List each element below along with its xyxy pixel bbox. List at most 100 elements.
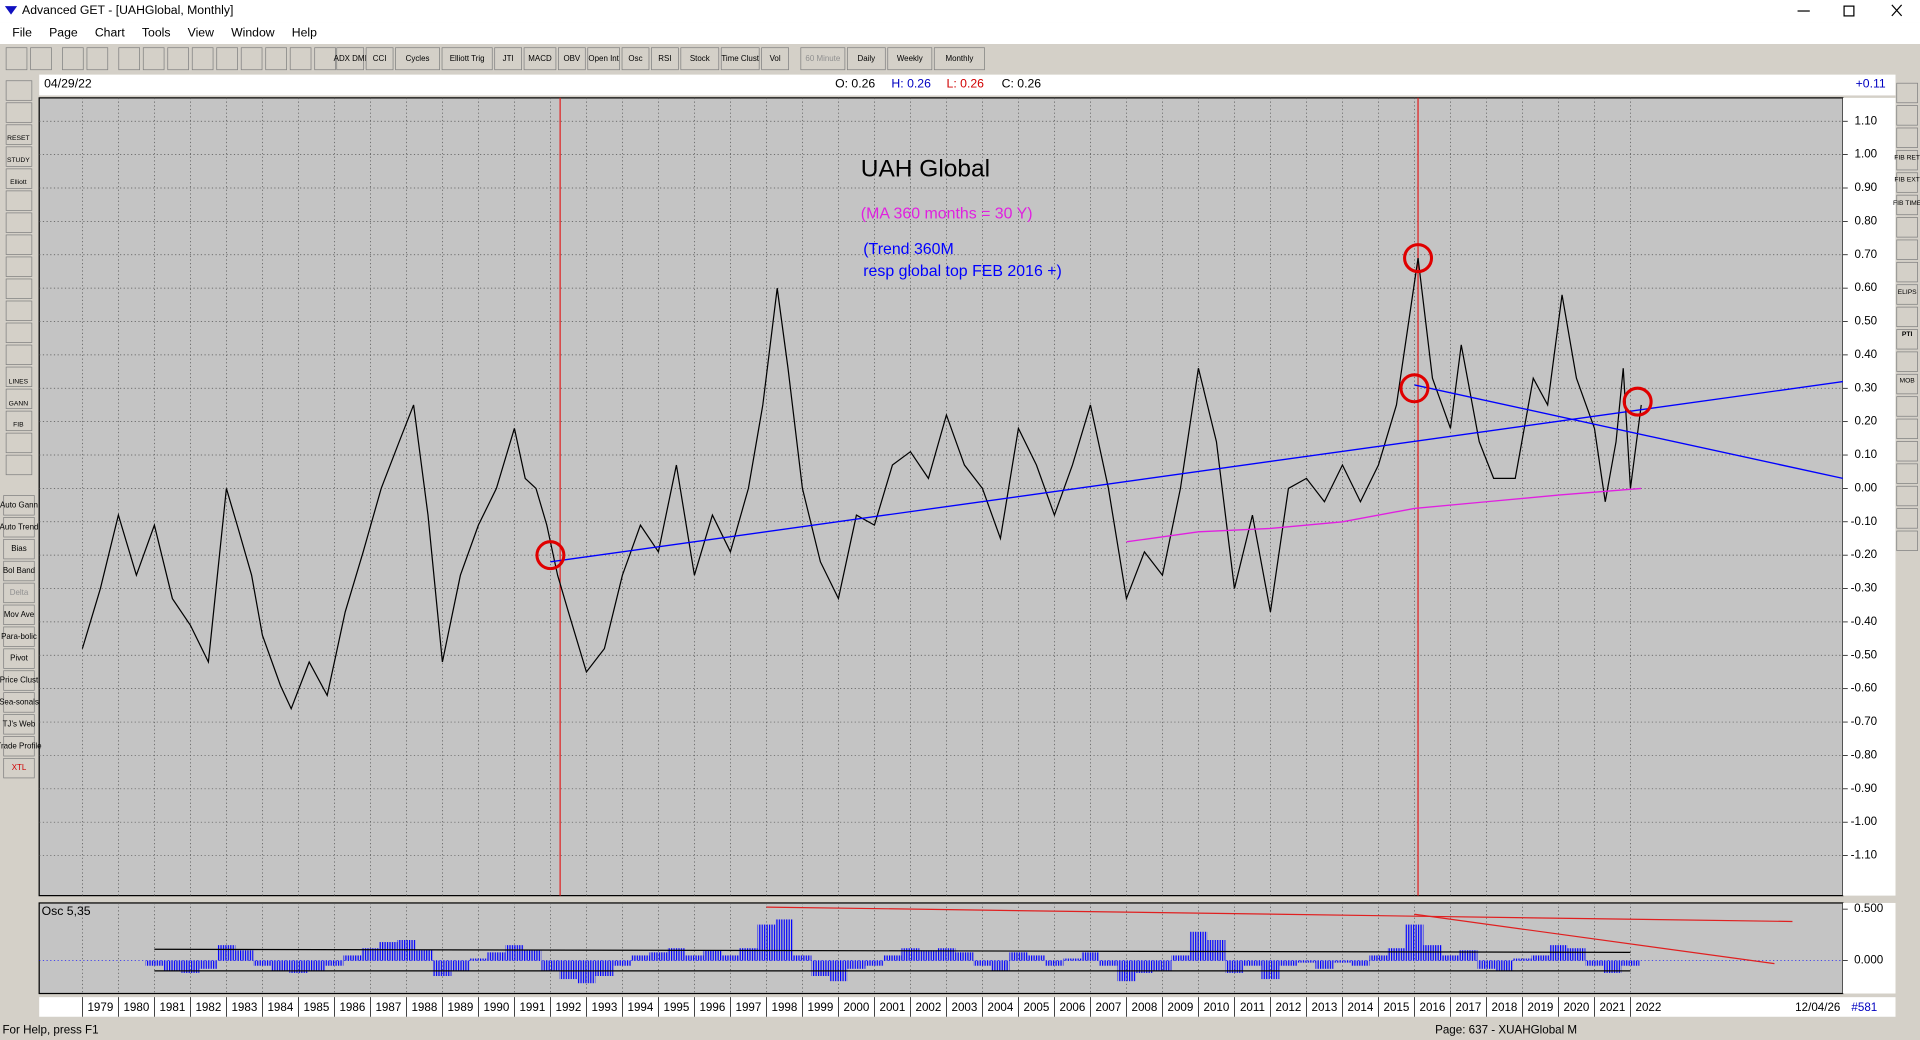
- right-tool-icon[interactable]: [1896, 239, 1918, 260]
- window-controls[interactable]: [1797, 4, 1903, 17]
- right-tool-icon[interactable]: [1896, 463, 1918, 484]
- osc-bar: [919, 950, 938, 961]
- y-tick-label: 0.40: [1855, 348, 1878, 361]
- tool-icon[interactable]: [5, 47, 28, 71]
- left-tool-label: Auto Trend: [0, 522, 38, 531]
- tool-icon[interactable]: [62, 47, 84, 71]
- right-tool-icon[interactable]: [1896, 508, 1918, 529]
- right-tool-icon[interactable]: [1896, 306, 1918, 328]
- toolbar-button[interactable]: [441, 47, 493, 71]
- toolbar-button[interactable]: [395, 47, 440, 71]
- left-tool-button[interactable]: [3, 604, 35, 625]
- right-tool-icon[interactable]: [1896, 127, 1918, 148]
- left-tool-button[interactable]: [3, 648, 35, 669]
- right-tool-icon[interactable]: [1896, 396, 1918, 417]
- toolbar-button[interactable]: [651, 47, 679, 71]
- toolbar-button[interactable]: [846, 47, 886, 71]
- toolbar-button[interactable]: [558, 47, 586, 71]
- toolbar-label: Elliott Trig: [450, 54, 485, 63]
- toolbar-button[interactable]: [494, 47, 522, 71]
- left-tool-button[interactable]: [3, 626, 35, 647]
- x-tick-label: 2003: [952, 1001, 978, 1014]
- ohlc-high: H: 0.26: [891, 77, 931, 91]
- menu-item[interactable]: File: [12, 25, 32, 39]
- osc-bar: [1423, 945, 1442, 961]
- right-tool-icon[interactable]: [1896, 351, 1918, 372]
- tool-icon[interactable]: [142, 47, 165, 71]
- right-tool-icon[interactable]: [1896, 105, 1918, 126]
- left-tool-icon[interactable]: [5, 190, 33, 211]
- left-tool-icon[interactable]: [5, 278, 33, 299]
- toolbar-button[interactable]: [336, 47, 365, 71]
- toolbar-button[interactable]: [680, 47, 720, 71]
- toolbar-button[interactable]: [933, 47, 985, 71]
- left-tool-button[interactable]: [3, 757, 35, 779]
- left-tool-button[interactable]: [3, 714, 35, 735]
- left-tool-button[interactable]: [3, 692, 35, 713]
- menu-item[interactable]: Page: [49, 25, 78, 39]
- menu-item[interactable]: Chart: [95, 25, 126, 39]
- menu-item[interactable]: Help: [292, 25, 317, 39]
- right-tool-icon[interactable]: [1896, 441, 1918, 462]
- left-tool-icon[interactable]: [5, 168, 33, 189]
- tool-icon[interactable]: [240, 47, 263, 71]
- right-tool-icon[interactable]: [1896, 82, 1918, 104]
- right-tool-icon[interactable]: [1896, 194, 1918, 216]
- left-tool-icon[interactable]: [5, 124, 33, 145]
- left-tool-icon[interactable]: [5, 102, 33, 123]
- osc-bar: [1063, 958, 1082, 961]
- toolbar-button[interactable]: [800, 47, 846, 71]
- right-tool-icon[interactable]: [1896, 530, 1918, 551]
- right-tool-icon[interactable]: [1896, 261, 1918, 283]
- right-tool-icon[interactable]: [1896, 284, 1918, 305]
- menu-bar: [0, 22, 1920, 45]
- left-tool-icon[interactable]: [5, 212, 33, 233]
- right-tool-icon[interactable]: [1896, 329, 1918, 350]
- tool-icon[interactable]: [86, 47, 109, 71]
- toolbar-button[interactable]: [365, 47, 394, 71]
- osc-bar: [1549, 945, 1568, 961]
- right-tool-icon[interactable]: [1896, 172, 1918, 193]
- left-tool-icon[interactable]: [5, 388, 33, 410]
- toolbar-button[interactable]: [587, 47, 620, 71]
- toolbar-button[interactable]: [761, 47, 789, 71]
- left-tool-icon[interactable]: [5, 300, 33, 321]
- tool-icon[interactable]: [118, 47, 140, 71]
- left-tool-button[interactable]: [3, 670, 35, 691]
- left-tool-button[interactable]: [3, 538, 35, 560]
- toolbar-button[interactable]: [720, 47, 760, 71]
- right-tool-icon[interactable]: [1896, 418, 1918, 440]
- menu-item[interactable]: View: [188, 25, 214, 39]
- menu-item[interactable]: Tools: [142, 25, 171, 39]
- left-tool-button[interactable]: [3, 736, 35, 757]
- right-tool-icon[interactable]: [1896, 150, 1918, 171]
- tool-icon[interactable]: [265, 47, 287, 71]
- toolbar-button[interactable]: [621, 47, 650, 71]
- left-tool-icon[interactable]: [5, 344, 33, 365]
- tool-icon[interactable]: [167, 47, 189, 71]
- left-tool-icon[interactable]: [5, 410, 33, 432]
- tool-icon[interactable]: [289, 47, 312, 71]
- left-tool-button[interactable]: [3, 495, 35, 516]
- left-tool-icon[interactable]: [5, 366, 33, 388]
- right-tool-icon[interactable]: [1896, 485, 1918, 507]
- left-tool-button[interactable]: [3, 582, 35, 604]
- tool-icon[interactable]: [30, 47, 52, 71]
- toolbar-button[interactable]: [887, 47, 933, 71]
- tool-icon[interactable]: [314, 47, 336, 71]
- right-tool-icon[interactable]: [1896, 373, 1918, 395]
- tool-icon[interactable]: [216, 47, 238, 71]
- left-tool-icon[interactable]: [5, 322, 33, 343]
- left-tool-icon[interactable]: [5, 256, 33, 277]
- left-tool-button[interactable]: [3, 517, 35, 538]
- left-tool-icon[interactable]: [5, 234, 33, 255]
- left-tool-icon[interactable]: [5, 454, 33, 476]
- left-tool-icon[interactable]: [5, 80, 33, 101]
- left-tool-icon[interactable]: [5, 146, 33, 167]
- left-tool-button[interactable]: [3, 560, 35, 582]
- left-tool-icon[interactable]: [5, 432, 33, 454]
- toolbar-button[interactable]: [523, 47, 557, 71]
- right-tool-icon[interactable]: [1896, 217, 1918, 238]
- tool-icon[interactable]: [191, 47, 214, 71]
- menu-item[interactable]: Window: [231, 25, 275, 39]
